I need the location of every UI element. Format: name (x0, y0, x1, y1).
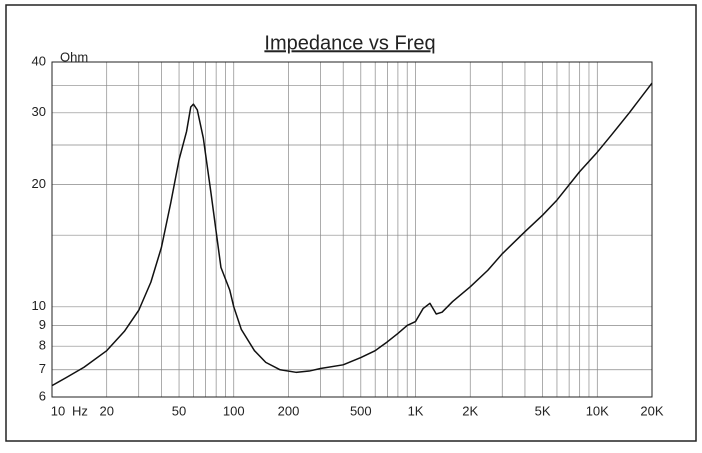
x-tick-label: 20 (99, 403, 113, 418)
y-tick-label: 10 (32, 298, 46, 313)
x-tick-label: 200 (278, 403, 300, 418)
x-tick-label: 10K (586, 403, 609, 418)
x-axis-unit: Hz (72, 403, 88, 418)
chart-title: Impedance vs Freq (264, 32, 435, 54)
outer-frame (5, 4, 697, 442)
x-tick-label: 50 (172, 403, 186, 418)
y-tick-label: 9 (39, 317, 46, 332)
y-tick-label: 7 (39, 361, 46, 376)
x-tick-label: 10 (51, 403, 65, 418)
y-tick-label: 30 (32, 104, 46, 119)
y-tick-label: 20 (32, 176, 46, 191)
impedance-curve (51, 82, 653, 387)
x-tick-label: 500 (350, 403, 372, 418)
x-tick-label: 20K (640, 403, 663, 418)
x-tick-label: 2K (462, 403, 478, 418)
x-tick-label: 5K (535, 403, 551, 418)
plot-frame (51, 61, 653, 398)
x-tick-label: 1K (408, 403, 424, 418)
y-tick-label: 6 (39, 388, 46, 403)
y-tick-label: 40 (32, 53, 46, 68)
y-axis-unit: Ohm (60, 49, 88, 64)
y-tick-label: 8 (39, 338, 46, 353)
x-tick-label: 100 (223, 403, 245, 418)
